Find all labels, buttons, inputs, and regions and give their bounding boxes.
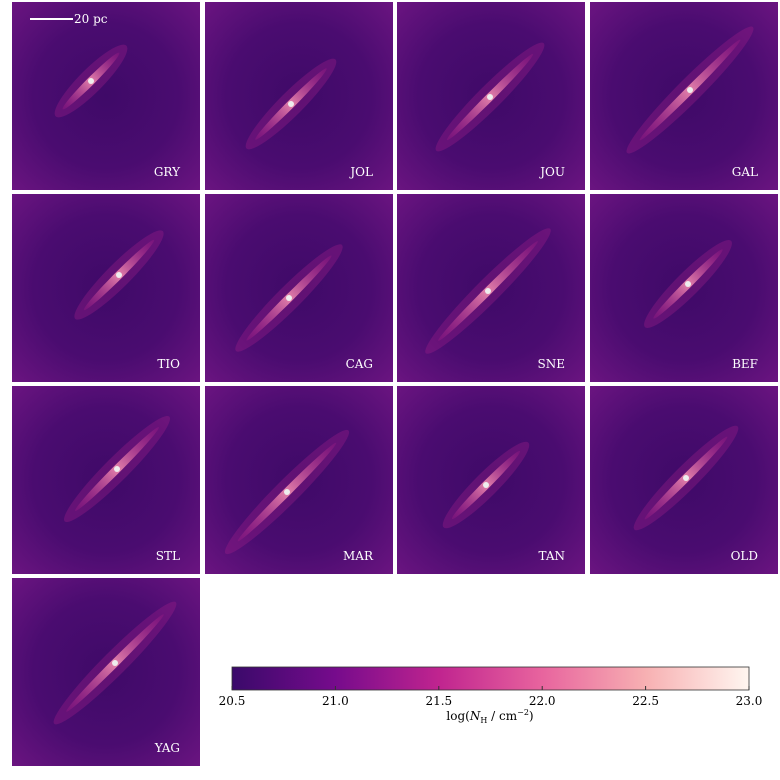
panel: YAG: [12, 578, 200, 766]
sink: [485, 288, 491, 294]
colorbar-tick-label: 22.5: [632, 694, 659, 708]
label-part: −2: [517, 708, 529, 717]
label-part: ): [529, 709, 534, 723]
sink: [483, 482, 489, 488]
panel-label: TIO: [157, 357, 180, 371]
sink: [114, 466, 120, 472]
panel: BEF: [590, 194, 778, 382]
panel-label: STL: [156, 549, 180, 563]
panel: GAL: [590, 2, 778, 190]
panel-label: CAG: [346, 357, 373, 371]
sink: [116, 272, 122, 278]
panel-label: MAR: [343, 549, 374, 563]
sink: [685, 281, 691, 287]
sink: [687, 87, 693, 93]
label-part: log(: [446, 709, 469, 723]
panel: STL: [12, 386, 200, 574]
panel: TIO: [12, 194, 200, 382]
label-part: / cm: [487, 709, 517, 723]
panel-label: GAL: [732, 165, 758, 179]
sink: [683, 475, 689, 481]
label-part: N: [469, 709, 481, 723]
scale-bar-label: 20 pc: [74, 12, 108, 26]
colorbar-label: log(NH / cm−2): [446, 708, 533, 725]
sink: [88, 78, 94, 84]
sink: [112, 660, 118, 666]
colorbar-tick-label: 23.0: [736, 694, 763, 708]
panel-label: OLD: [731, 549, 758, 563]
panel-label: JOL: [348, 165, 373, 179]
colorbar-tick-label: 20.5: [219, 694, 246, 708]
panel-label: TAN: [538, 549, 565, 563]
colorbar: [231, 666, 750, 691]
sink: [288, 101, 294, 107]
panel-label: YAG: [154, 741, 180, 755]
panel: TAN: [397, 386, 585, 574]
panel: GRY: [12, 2, 200, 190]
panel: JOL: [205, 2, 393, 190]
panel: CAG: [205, 194, 393, 382]
colorbar-tick-label: 21.0: [322, 694, 349, 708]
colorbar-ticks: 20.5 21.0 21.5 22.0 22.5 23.0: [219, 686, 763, 708]
panel-label: BEF: [732, 357, 758, 371]
panels: GRY JOL JOU GAL TIO CAG SNE BEF STL MAR TAN OLD YAG: [12, 2, 778, 766]
panel-label: SNE: [538, 357, 565, 371]
sink: [284, 489, 290, 495]
panel: JOU: [397, 2, 585, 190]
panel-image: [12, 2, 200, 190]
panel-label: GRY: [154, 165, 181, 179]
panel: MAR: [205, 386, 393, 574]
panel: SNE: [397, 194, 585, 382]
colorbar-tick-label: 21.5: [425, 694, 452, 708]
sink: [286, 295, 292, 301]
sink: [487, 94, 493, 100]
label-part: H: [480, 716, 487, 725]
panel: OLD: [590, 386, 778, 574]
panel-label: JOU: [538, 165, 565, 179]
colorbar-tick-label: 22.0: [529, 694, 556, 708]
